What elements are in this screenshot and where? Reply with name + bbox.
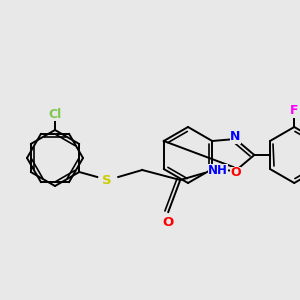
Text: N: N [230,130,241,143]
Text: F: F [290,104,298,118]
Text: S: S [102,173,112,187]
Text: NH: NH [208,164,228,176]
Text: Cl: Cl [48,107,62,121]
Text: O: O [163,215,174,229]
Text: O: O [230,167,241,179]
